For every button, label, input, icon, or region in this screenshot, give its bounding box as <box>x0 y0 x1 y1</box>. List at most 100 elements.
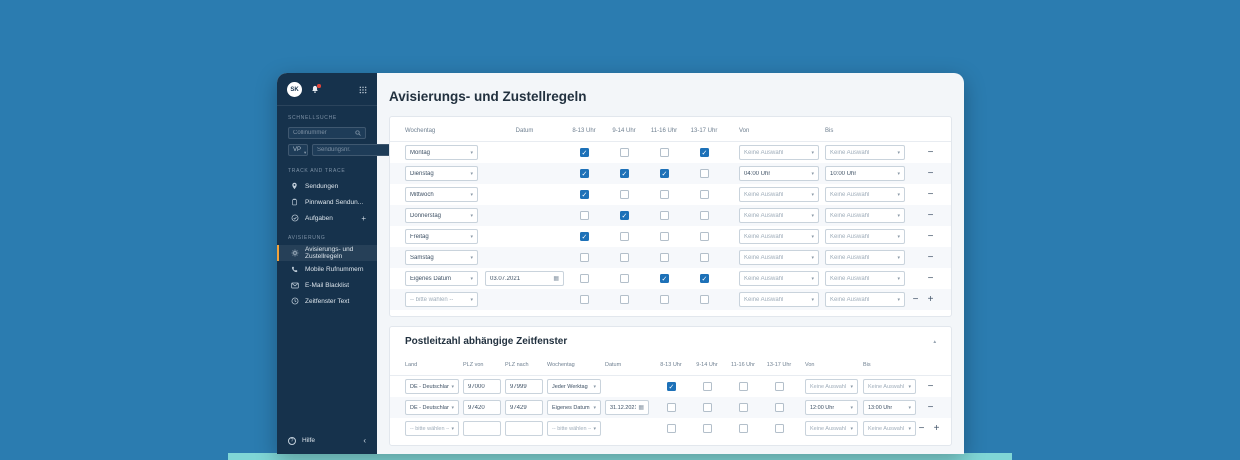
sidebar-item-email-blacklist[interactable]: E-Mail Blacklist <box>277 277 377 293</box>
bis-select[interactable]: Keine Auswahl <box>825 229 905 244</box>
von-select[interactable]: 04:00 Uhr <box>739 166 819 181</box>
von-select[interactable]: 12:00 Uhr <box>805 400 858 415</box>
sidebar-item-mobile-rufnummern[interactable]: Mobile Rufnummern <box>277 261 377 277</box>
von-select[interactable]: Keine Auswahl <box>805 421 858 436</box>
von-select[interactable]: Keine Auswahl <box>739 250 819 265</box>
weekday-select[interactable]: Eigenes Datum <box>405 271 478 286</box>
remove-row-button[interactable] <box>925 189 936 200</box>
bis-select[interactable]: Keine Auswahl <box>825 187 905 202</box>
plz-nach-input[interactable] <box>505 400 543 415</box>
checkbox-9-14-uhr[interactable] <box>702 403 712 412</box>
remove-row-button[interactable] <box>925 147 936 158</box>
remove-row-button[interactable] <box>925 210 936 221</box>
von-select[interactable]: Keine Auswahl <box>739 271 819 286</box>
checkbox-11-16-uhr[interactable] <box>659 190 669 199</box>
remove-row-button[interactable] <box>925 231 936 242</box>
checkbox-8-13-uhr[interactable] <box>579 274 589 283</box>
weekday-select[interactable]: Freitag <box>405 229 478 244</box>
weekday-select[interactable]: Dienstag <box>405 166 478 181</box>
collapse-sidebar-icon[interactable] <box>363 436 366 445</box>
add-task-icon[interactable] <box>361 214 366 223</box>
remove-row-button[interactable] <box>925 168 936 179</box>
remove-row-button[interactable] <box>925 273 936 284</box>
plz-von-input[interactable] <box>463 400 501 415</box>
checkbox-8-13-uhr[interactable] <box>666 424 676 433</box>
remove-row-button[interactable] <box>925 252 936 263</box>
bis-select[interactable]: Keine Auswahl <box>825 208 905 223</box>
checkbox-11-16-uhr[interactable] <box>659 253 669 262</box>
checkbox-9-14-uhr[interactable] <box>619 232 629 241</box>
weekday-select[interactable]: Mittwoch <box>405 187 478 202</box>
checkbox-8-13-uhr[interactable] <box>579 295 589 304</box>
weekday-select[interactable]: Montag <box>405 145 478 160</box>
land-select[interactable]: -- bitte wählen -- <box>405 421 459 436</box>
collapse-section-icon[interactable] <box>933 339 936 345</box>
checkbox-13-17-uhr[interactable] <box>699 190 709 199</box>
notifications-bell-icon[interactable] <box>311 84 321 94</box>
land-select[interactable]: DE - Deutschland <box>405 400 459 415</box>
colli-search-field[interactable] <box>288 127 366 139</box>
apps-grid-icon[interactable] <box>359 86 367 94</box>
checkbox-8-13-uhr[interactable] <box>666 382 676 391</box>
checkbox-9-14-uhr[interactable] <box>619 211 629 220</box>
checkbox-9-14-uhr[interactable] <box>619 169 629 178</box>
weekday-select[interactable]: Jeder Werktag <box>547 379 601 394</box>
checkbox-13-17-uhr[interactable] <box>699 232 709 241</box>
remove-row-button[interactable] <box>925 381 936 392</box>
weekday-select[interactable]: Donnerstag <box>405 208 478 223</box>
checkbox-11-16-uhr[interactable] <box>738 424 748 433</box>
checkbox-11-16-uhr[interactable] <box>659 232 669 241</box>
checkbox-8-13-uhr[interactable] <box>666 403 676 412</box>
checkbox-13-17-uhr[interactable] <box>699 274 709 283</box>
add-row-button[interactable] <box>925 294 936 305</box>
checkbox-11-16-uhr[interactable] <box>738 382 748 391</box>
bis-select[interactable]: Keine Auswahl <box>825 292 905 307</box>
von-select[interactable]: Keine Auswahl <box>805 379 858 394</box>
checkbox-13-17-uhr[interactable] <box>699 169 709 178</box>
weekday-select[interactable]: -- bitte wählen -- <box>547 421 601 436</box>
checkbox-8-13-uhr[interactable] <box>579 211 589 220</box>
checkbox-8-13-uhr[interactable] <box>579 148 589 157</box>
bis-select[interactable]: Keine Auswahl <box>825 250 905 265</box>
von-select[interactable]: Keine Auswahl <box>739 229 819 244</box>
checkbox-13-17-uhr[interactable] <box>774 424 784 433</box>
checkbox-11-16-uhr[interactable] <box>659 148 669 157</box>
sidebar-item-aufgaben[interactable]: Aufgaben <box>277 210 377 226</box>
sidebar-item-pinnwand[interactable]: Pinnwand Sendun... <box>277 194 377 210</box>
checkbox-11-16-uhr[interactable] <box>738 403 748 412</box>
plz-nach-input[interactable] <box>505 379 543 394</box>
checkbox-13-17-uhr[interactable] <box>699 295 709 304</box>
von-select[interactable]: Keine Auswahl <box>739 187 819 202</box>
remove-row-button[interactable] <box>916 423 927 434</box>
date-input[interactable]: 03.07.2021 <box>485 271 564 286</box>
weekday-select[interactable]: -- bitte wählen -- <box>405 292 478 307</box>
sidebar-item-zeitfenster-text[interactable]: Zeitfenster Text <box>277 293 377 309</box>
checkbox-8-13-uhr[interactable] <box>579 169 589 178</box>
weekday-select[interactable]: Samstag <box>405 250 478 265</box>
checkbox-11-16-uhr[interactable] <box>659 274 669 283</box>
vp-select[interactable]: VP <box>288 144 308 156</box>
bis-select[interactable]: 13:00 Uhr <box>863 400 916 415</box>
checkbox-9-14-uhr[interactable] <box>702 424 712 433</box>
checkbox-13-17-uhr[interactable] <box>699 253 709 262</box>
checkbox-11-16-uhr[interactable] <box>659 295 669 304</box>
bis-select[interactable]: Keine Auswahl <box>863 421 916 436</box>
checkbox-11-16-uhr[interactable] <box>659 169 669 178</box>
bis-select[interactable]: Keine Auswahl <box>825 271 905 286</box>
plz-von-input[interactable] <box>463 379 501 394</box>
checkbox-8-13-uhr[interactable] <box>579 190 589 199</box>
plz-nach-input[interactable] <box>505 421 543 436</box>
remove-row-button[interactable] <box>925 402 936 413</box>
checkbox-9-14-uhr[interactable] <box>619 274 629 283</box>
checkbox-9-14-uhr[interactable] <box>619 190 629 199</box>
checkbox-9-14-uhr[interactable] <box>619 295 629 304</box>
sidebar-item-hilfe[interactable]: Hilfe <box>277 427 377 454</box>
von-select[interactable]: Keine Auswahl <box>739 292 819 307</box>
checkbox-13-17-uhr[interactable] <box>774 403 784 412</box>
plz-von-input[interactable] <box>463 421 501 436</box>
add-row-button[interactable] <box>931 423 942 434</box>
checkbox-11-16-uhr[interactable] <box>659 211 669 220</box>
land-select[interactable]: DE - Deutschland <box>405 379 459 394</box>
sidebar-item-avisierungsregeln[interactable]: Avisierungs- und Zustellregeln <box>277 245 377 261</box>
von-select[interactable]: Keine Auswahl <box>739 208 819 223</box>
